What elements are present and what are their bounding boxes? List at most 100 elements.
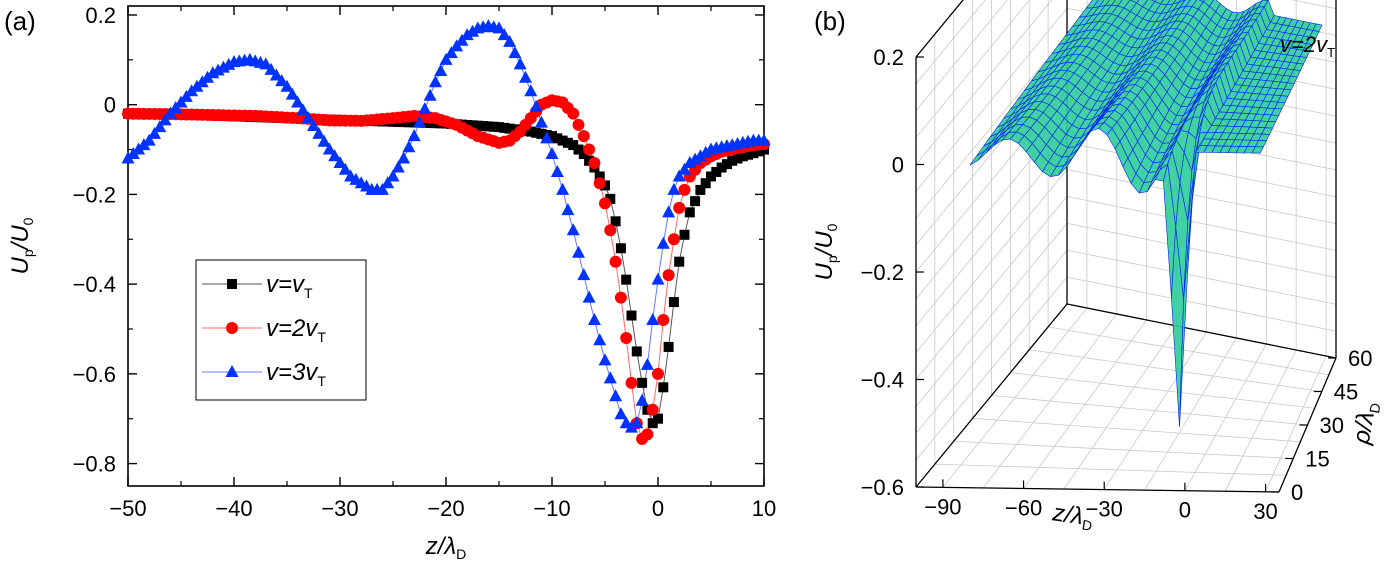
- data-point-triangle: [566, 223, 580, 236]
- data-point-square: [663, 341, 674, 352]
- z-tick-label-b: 0.2: [873, 45, 904, 70]
- legend-marker-circle: [226, 322, 238, 334]
- data-point-triangle: [413, 115, 426, 128]
- surface-b: [969, 0, 1323, 427]
- data-point-square: [472, 120, 483, 131]
- data-point-square: [679, 229, 690, 240]
- panel-b: (b) 0.20−0.2−0.4−0.6−90 −60 −30 0 3001530456…: [811, 0, 1384, 534]
- data-point-triangle: [148, 126, 161, 139]
- data-point-triangle: [640, 357, 654, 370]
- data-point-square: [531, 127, 542, 138]
- x-tick-label-a: 10: [752, 496, 776, 521]
- grid-line-left-wall: [915, 0, 986, 85]
- legend-box-a: [195, 259, 367, 401]
- data-point-square: [711, 166, 722, 177]
- surface-patch: [1251, 146, 1264, 154]
- data-point-square: [732, 153, 743, 164]
- data-point-triangle: [577, 268, 591, 281]
- data-point-triangle: [264, 62, 278, 75]
- data-point-square: [668, 297, 679, 308]
- data-point-triangle: [291, 95, 305, 108]
- data-point-square: [626, 310, 637, 321]
- grid-line-floor: [953, 440, 1294, 459]
- data-point-triangle: [630, 416, 644, 429]
- data-point-triangle: [556, 182, 570, 195]
- data-point-circle: [593, 177, 606, 190]
- data-point-circle: [620, 331, 633, 344]
- data-point-triangle: [693, 149, 707, 162]
- x-tick-label-b: −30: [1086, 497, 1123, 522]
- data-point-circle: [614, 291, 627, 304]
- data-point-triangle: [434, 64, 448, 77]
- data-point-triangle: [593, 333, 607, 346]
- legend-label: v=2vT: [266, 315, 326, 345]
- data-point-square: [700, 178, 711, 189]
- data-point-triangle: [529, 99, 543, 112]
- data-point-square: [695, 184, 706, 195]
- data-point-triangle: [550, 164, 564, 177]
- data-point-square: [547, 131, 557, 142]
- legend-label: v=vT: [266, 271, 313, 301]
- data-point-circle: [567, 107, 580, 120]
- data-point-triangle: [312, 126, 326, 139]
- data-point-square: [727, 155, 738, 166]
- data-point-square: [721, 159, 732, 170]
- data-point-triangle: [545, 147, 559, 160]
- rho-tick-label-b: 0: [1291, 480, 1303, 505]
- x-tick-label-a: 0: [652, 496, 664, 521]
- legend-label-main: v=3v: [266, 359, 319, 386]
- grid-line-floor: [1048, 326, 1329, 376]
- data-point-triangle: [397, 151, 411, 164]
- legend-marker-triangle: [225, 365, 239, 377]
- data-point-triangle: [153, 120, 167, 133]
- data-point-square: [525, 126, 536, 137]
- data-point-triangle: [375, 182, 389, 195]
- data-point-square: [653, 413, 663, 424]
- data-point-triangle: [407, 129, 421, 142]
- data-point-triangle: [582, 290, 596, 303]
- data-point-triangle: [444, 46, 458, 59]
- data-point-square: [743, 149, 754, 160]
- data-point-triangle: [338, 162, 352, 175]
- data-point-triangle: [402, 140, 416, 153]
- data-point-square: [716, 162, 727, 173]
- data-point-triangle: [598, 353, 612, 366]
- data-point-square: [621, 274, 632, 285]
- data-point-square: [594, 171, 605, 182]
- data-point-square: [557, 135, 568, 146]
- data-point-square: [748, 148, 759, 159]
- data-point-square: [499, 122, 510, 133]
- grid-line-back-wall: [1066, 196, 1337, 251]
- series-markers-a: [121, 19, 771, 445]
- plot-frame-a: [127, 5, 765, 487]
- data-point-circle: [583, 143, 596, 156]
- data-point-square: [631, 346, 642, 357]
- data-point-triangle: [142, 133, 156, 146]
- y-tick-label-a: −0.8: [73, 452, 116, 477]
- data-point-triangle: [439, 52, 453, 65]
- legend-label: v=3vT: [266, 359, 326, 389]
- rho-tick-label-b: 60: [1348, 346, 1372, 371]
- x-tick-label-b: 30: [1253, 499, 1277, 524]
- data-point-square: [488, 121, 499, 132]
- z-tick-label-b: −0.6: [861, 475, 904, 500]
- data-point-square: [409, 117, 420, 128]
- data-point-triangle: [333, 156, 347, 169]
- data-point-triangle: [656, 236, 670, 249]
- data-point-triangle: [328, 149, 342, 162]
- data-point-square: [605, 193, 616, 204]
- x-axis-label-a: z/λD: [425, 533, 467, 562]
- data-point-triangle: [322, 142, 336, 155]
- data-point-triangle: [285, 87, 299, 100]
- data-point-square: [578, 149, 589, 160]
- data-point-square: [610, 216, 621, 227]
- panel-a: (a) −50 −40 −30 −20 −10 0 10 0.2 0 −0.2 −0.4 −0.6 −0…: [4, 3, 776, 562]
- data-point-circle: [625, 376, 638, 389]
- grid-line-back-wall: [1066, 142, 1337, 198]
- grid-line-floor: [1029, 349, 1322, 392]
- data-point-circle: [604, 224, 617, 237]
- x-tick-label-a: −30: [321, 496, 358, 521]
- data-point-triangle: [667, 182, 681, 195]
- data-point-square: [647, 418, 658, 429]
- data-point-circle: [641, 428, 654, 441]
